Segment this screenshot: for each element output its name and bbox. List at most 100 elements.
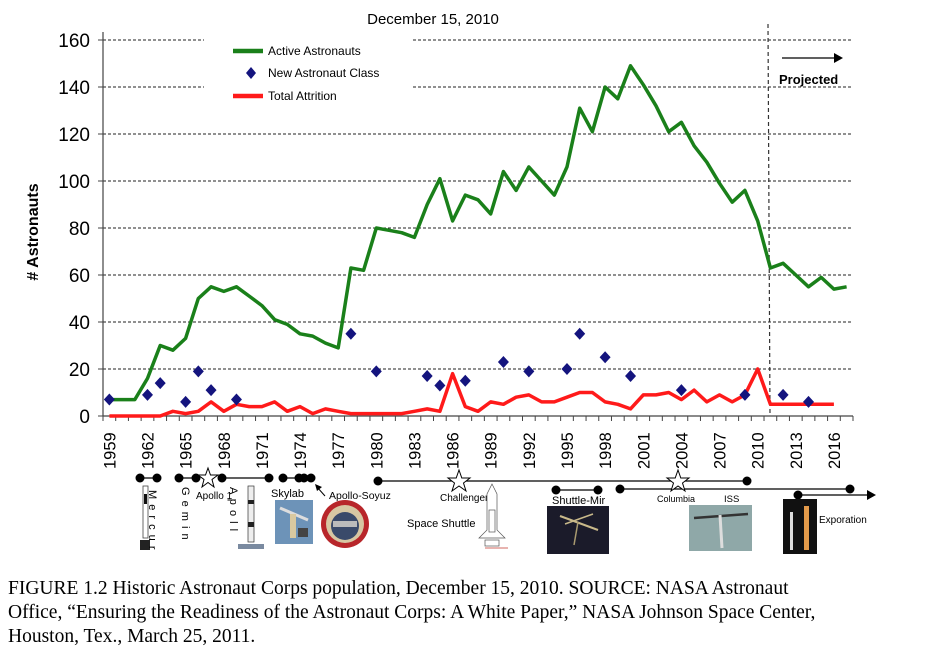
new-class-point [345, 327, 357, 340]
new-class-point [141, 388, 153, 401]
new-class-point [599, 351, 611, 364]
x-axis: 1959 1962 1965 1968 1971 1974 1977 1980 1983 1986… [101, 415, 854, 469]
apollo-soyuz-arrow-head [315, 484, 322, 491]
legend-label-attrition: Total Attrition [268, 89, 337, 103]
active-astronauts-line [109, 64, 847, 402]
series-layer [103, 64, 847, 418]
legend-label-new-class: New Astronaut Class [268, 66, 379, 80]
saturn-v-image [238, 485, 264, 549]
columbia-label: Columbia [657, 494, 695, 504]
gemini-label: G e m i n [179, 487, 191, 541]
x-tick-label: 1983 [406, 432, 424, 469]
new-class-point [777, 388, 789, 401]
skylab-dot-3 [299, 473, 309, 483]
y-tick-label: 40 [69, 313, 90, 334]
apollo-soyuz-dot [306, 473, 316, 483]
y-tick-label: 20 [69, 360, 90, 381]
skylab-image [275, 500, 313, 544]
y-tick-label: 160 [58, 31, 90, 52]
y-tick-label: 100 [58, 172, 90, 193]
space-shuttle-label: Space Shuttle [407, 518, 476, 530]
new-class-point [497, 355, 509, 368]
caption-line-3: Houston, Tex., March 25, 2011. [8, 626, 256, 647]
apollo-soyuz-label: Apollo-Soyuz [329, 490, 391, 502]
y-tick-label: 0 [79, 407, 90, 428]
projected-marker: Projected [767, 23, 843, 417]
legend: Active Astronauts New Astronaut Class To… [233, 44, 379, 103]
new-class-point [370, 365, 382, 378]
y-axis-label: # Astronauts [25, 183, 42, 280]
shuttle-mir-label: Shuttle-Mir [552, 495, 606, 507]
new-class-point [675, 384, 687, 397]
new-class-point [523, 365, 535, 378]
y-tick-label: 80 [69, 219, 90, 240]
exploration-label: Exporation [819, 515, 867, 526]
projected-label: Projected [779, 72, 838, 87]
legend-label-active: Active Astronauts [268, 44, 361, 58]
x-tick-label: 1980 [368, 432, 386, 469]
mercury-label: M e r c u r [146, 490, 158, 551]
apollo-soyuz-patch-image [321, 500, 369, 548]
new-class-point [625, 370, 637, 383]
x-tick-label: 1977 [330, 432, 348, 469]
x-tick-label: 2013 [788, 432, 806, 469]
x-tick-label: 1974 [292, 432, 310, 469]
new-class-point [459, 374, 471, 387]
new-class-point [103, 393, 115, 406]
caption-line-2: Office, “Ensuring the Readiness of the A… [8, 602, 816, 623]
new-class-point [180, 395, 192, 408]
x-tick-label: 1971 [254, 432, 272, 469]
caption-line-1: FIGURE 1.2 Historic Astronaut Corps popu… [8, 578, 789, 599]
iss-end-dot [845, 484, 855, 494]
y-tick-label: 120 [58, 125, 90, 146]
y-tick-label: 60 [69, 266, 90, 287]
iss-label: ISS [724, 494, 739, 505]
x-tick-label: 2001 [635, 432, 653, 469]
x-tick-label: 1965 [178, 432, 196, 469]
challenger-label: Challenger [440, 493, 489, 504]
apollo-label: A p o l l [227, 487, 239, 532]
new-class-point [561, 363, 573, 375]
new-class-point [739, 388, 751, 401]
mir-image [547, 506, 609, 554]
x-tick-label: 1959 [101, 432, 119, 469]
x-tick-label: 2010 [750, 432, 768, 469]
shuttle-mir-end-dot [593, 485, 603, 495]
program-timeline: M e r c u r G e m i n Apollo 1 A p o l l… [135, 466, 876, 554]
y-tick-label: 140 [58, 78, 90, 99]
chart-title: December 15, 2010 [367, 11, 499, 28]
projected-divider [767, 23, 771, 417]
skylab-dot-1 [278, 473, 288, 483]
attrition-line [109, 367, 834, 418]
exploration-rockets-image [783, 499, 817, 554]
projected-arrow-head [834, 53, 843, 63]
new-class-point [205, 384, 217, 397]
mercury-start-dot [135, 473, 145, 483]
y-axis: 0 20 40 60 80 100 120 140 160 [58, 31, 104, 428]
new-class-point [803, 395, 815, 408]
astronaut-chart: December 15, 2010 020406080100120140160 … [25, 11, 876, 554]
shuttle-start-dot [373, 476, 383, 486]
new-class-point [574, 327, 586, 340]
apollo-end-dot [264, 473, 274, 483]
figure-caption: FIGURE 1.2 Historic Astronaut Corps popu… [8, 577, 928, 649]
x-tick-label: 2007 [712, 432, 730, 469]
apollo1-star-icon [196, 466, 220, 489]
new-class-point [421, 370, 433, 383]
shuttle-end-dot [742, 476, 752, 486]
columbia-star-icon [665, 468, 691, 493]
x-tick-label: 2004 [673, 432, 691, 469]
x-tick-label: 1962 [139, 432, 157, 469]
apollo-start-dot [217, 473, 227, 483]
skylab-label: Skylab [271, 488, 304, 500]
exploration-start-dot [793, 490, 803, 500]
space-shuttle-image [478, 483, 508, 549]
mercury-end-dot [152, 473, 162, 483]
x-tick-label: 1986 [445, 432, 463, 469]
x-tick-label: 1995 [559, 432, 577, 469]
challenger-star-icon [446, 468, 472, 493]
iss-image [689, 505, 752, 551]
x-tick-label: 2016 [826, 432, 844, 469]
x-tick-label: 1992 [521, 432, 539, 469]
shuttle-mir-start-dot [551, 485, 561, 495]
